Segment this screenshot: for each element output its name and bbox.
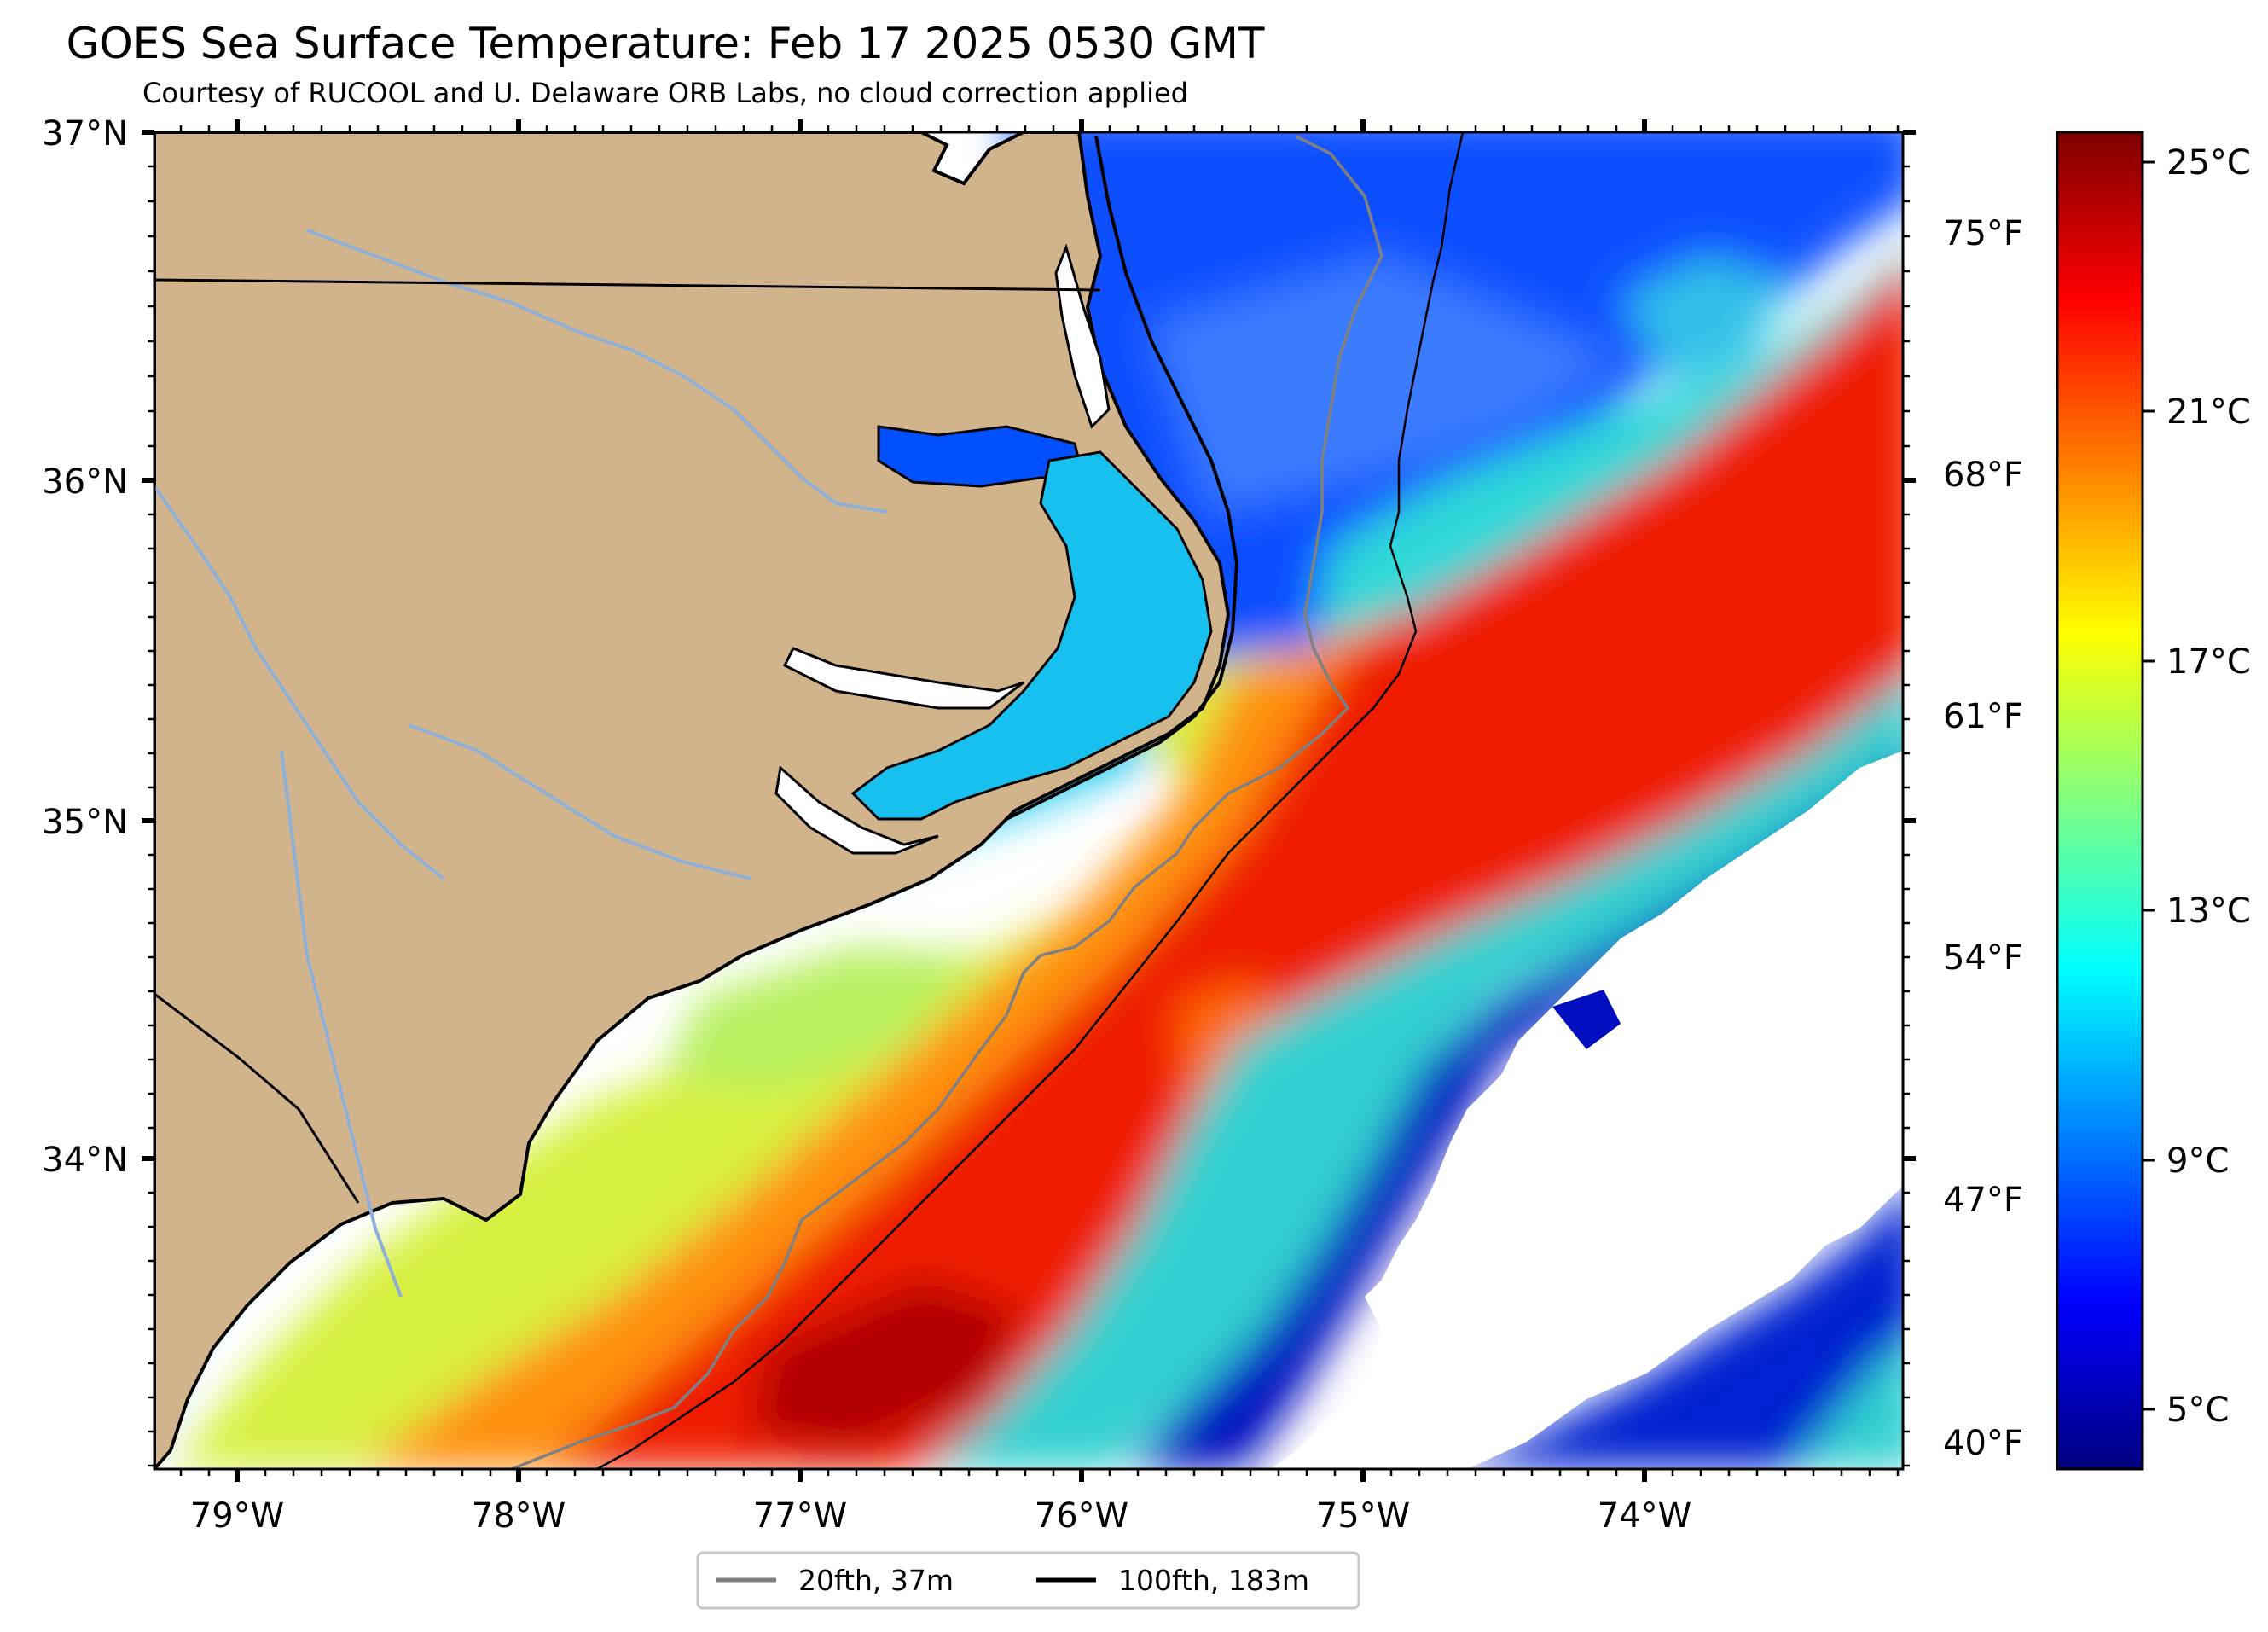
cape-fear-river	[280, 750, 403, 1298]
legend-label-100fth: 100fth, 183m	[1118, 1564, 1309, 1597]
tick-marks	[142, 119, 1916, 1482]
legend: 20fth, 37m 100fth, 183m	[696, 1551, 1360, 1610]
fahrenheit-tick-label: 40°F	[1943, 1424, 2023, 1463]
map-title: GOES Sea Surface Temperature: Feb 17 202…	[66, 19, 1265, 68]
fahrenheit-tick-label: 75°F	[1943, 214, 2023, 253]
va-nc-border	[154, 278, 1101, 292]
map-frame	[153, 131, 1905, 1471]
isobaths	[511, 132, 1465, 1469]
neuse-river	[774, 765, 939, 855]
lon-tick-label: 79°W	[190, 1496, 284, 1536]
pamlico-river	[782, 647, 1024, 710]
outer-banks	[1006, 136, 1239, 821]
colorbar-gradient	[2056, 131, 2144, 1471]
colorbar-tick-label: 21°C	[2166, 392, 2251, 432]
lat-tick-label: 35°N	[42, 803, 128, 842]
currituck-sound	[1054, 243, 1111, 429]
lon-tick-label: 77°W	[753, 1496, 847, 1536]
colorbar-labels: 25°C 21°C 17°C 13°C 9°C 5°C	[2166, 143, 2251, 1430]
tar-river	[154, 485, 445, 880]
isobath-100fth	[596, 132, 1465, 1469]
neuse-river-upper	[409, 723, 751, 880]
land	[154, 132, 1239, 1469]
nc-sc-border	[154, 992, 360, 1204]
fahrenheit-tick-label: 68°F	[1943, 456, 2023, 495]
fahrenheit-tick-label: 61°F	[1943, 697, 2023, 736]
lon-labels: 79°W 78°W 77°W 76°W 75°W 74°W	[190, 1496, 1691, 1536]
lat-tick-label: 34°N	[42, 1141, 128, 1180]
lon-tick-label: 74°W	[1598, 1496, 1691, 1536]
no-data-regions	[1271, 751, 1903, 1469]
lat-tick-label: 37°N	[42, 114, 128, 154]
map-subtitle: Courtesy of RUCOOL and U. Delaware ORB L…	[142, 77, 1188, 109]
state-borders	[154, 278, 1101, 1204]
lat-tick-label: 36°N	[42, 462, 128, 502]
colorbar-ticks	[2143, 160, 2155, 1411]
pamlico-sound	[850, 450, 1213, 821]
rivers	[154, 229, 888, 1298]
legend-label-20fth: 20fth, 37m	[798, 1564, 954, 1597]
lon-tick-label: 78°W	[472, 1496, 566, 1536]
fahrenheit-tick-label: 47°F	[1943, 1181, 2023, 1220]
colorbar-tick-label: 9°C	[2166, 1141, 2229, 1181]
lon-tick-label: 75°W	[1316, 1496, 1410, 1536]
map-area	[154, 132, 1903, 1469]
fahrenheit-tick-label: 54°F	[1943, 938, 2023, 978]
roanoke-river	[306, 229, 888, 514]
colorbar-tick-label: 5°C	[2166, 1391, 2229, 1430]
lat-labels: 37°N 36°N 35°N 34°N	[42, 114, 128, 1180]
lon-tick-label: 76°W	[1035, 1496, 1128, 1536]
isobath-20fth	[511, 135, 1383, 1469]
colorbar-tick-label: 17°C	[2166, 642, 2251, 682]
colorbar: 25°C 21°C 17°C 13°C 9°C 5°C	[2056, 131, 2251, 1471]
fahrenheit-labels: 75°F 68°F 61°F 54°F 47°F 40°F	[1943, 214, 2023, 1463]
legend-box	[696, 1551, 1360, 1610]
colorbar-tick-label: 25°C	[2166, 143, 2251, 183]
colorbar-tick-label: 13°C	[2166, 892, 2251, 931]
